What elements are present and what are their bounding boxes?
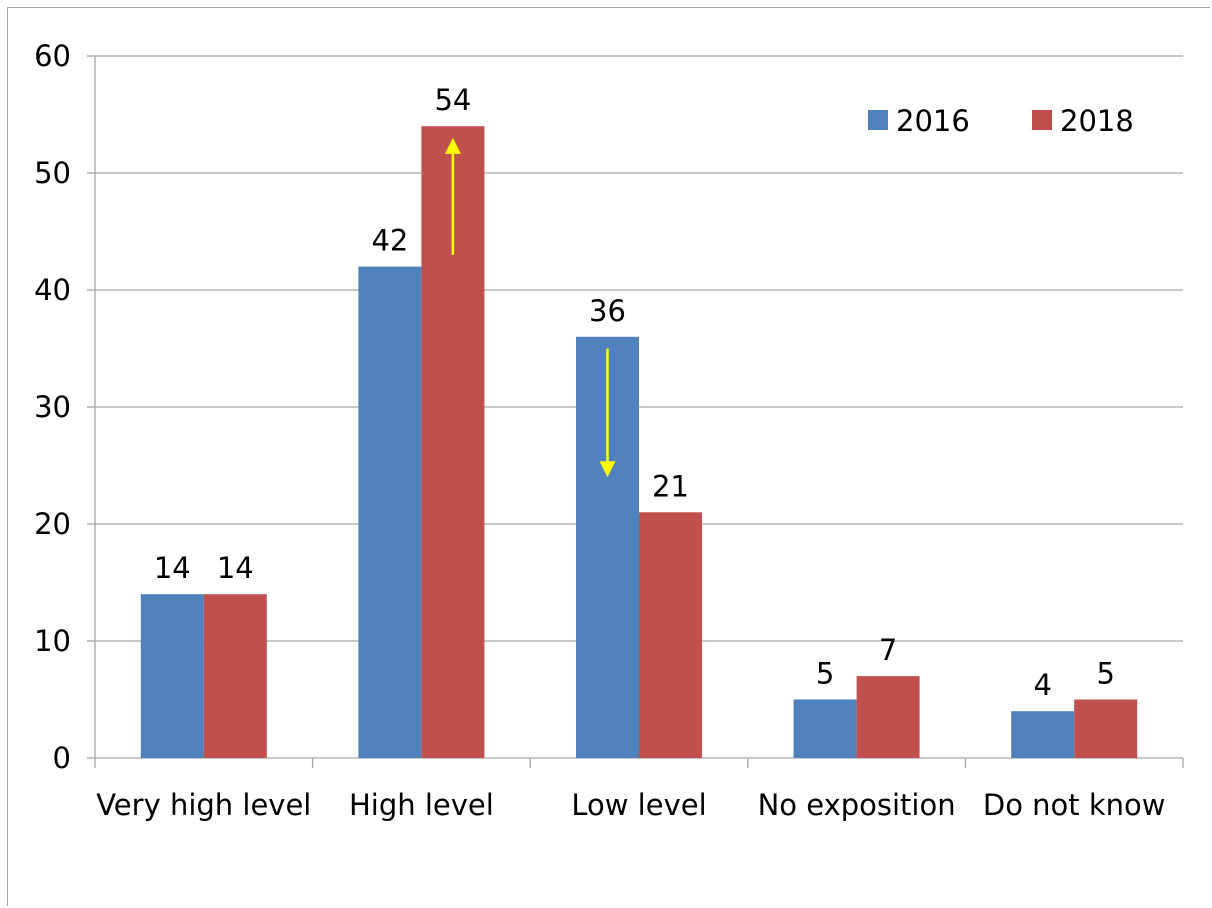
bar-2018-low-level — [639, 512, 702, 758]
annotations — [444, 137, 616, 478]
data-label: 5 — [1096, 657, 1114, 691]
bar-2016-do-not-know — [1011, 711, 1075, 758]
data-label: 36 — [589, 294, 626, 328]
bar-2018-do-not-know — [1074, 699, 1138, 758]
labels: 14 14 42 54 36 21 5 7 4 5 — [154, 83, 1115, 702]
x-category-label: Very high level — [96, 788, 311, 822]
legend-swatch-2018 — [1032, 110, 1052, 130]
bar-2016-high-level — [358, 266, 422, 758]
data-label: 42 — [371, 224, 408, 258]
axes: 0 10 20 30 40 50 60 Very high level High level Lo… — [34, 39, 1184, 822]
y-tick-label: 20 — [34, 507, 71, 541]
legend-swatch-2016 — [868, 110, 888, 130]
x-category-label: Do not know — [983, 788, 1166, 822]
data-label: 7 — [879, 633, 897, 667]
y-tick-label: 60 — [34, 39, 71, 73]
bar-2016-no-exposition — [793, 699, 857, 758]
bar-2018-no-exposition — [856, 676, 920, 758]
y-tick-label: 40 — [34, 273, 71, 307]
bar-2016-very-high-level — [140, 594, 204, 758]
x-category-label: Low level — [571, 788, 706, 822]
x-category-label: High level — [349, 788, 494, 822]
trend-arrow-down-icon — [599, 461, 616, 478]
legend: 2016 2018 — [868, 104, 1134, 138]
data-label: 21 — [652, 469, 689, 503]
x-category-label: No exposition — [758, 788, 956, 822]
y-tick-label: 0 — [53, 741, 71, 775]
data-label: 54 — [434, 83, 471, 117]
trend-arrow-up-icon — [444, 137, 461, 154]
y-tick-label: 30 — [34, 390, 71, 424]
legend-label: 2016 — [896, 104, 970, 138]
legend-label: 2018 — [1060, 104, 1134, 138]
bars — [140, 126, 1138, 758]
chart-frame — [7, 7, 1210, 906]
y-tick-label: 50 — [34, 156, 71, 190]
data-label: 5 — [816, 657, 834, 691]
y-tick-label: 10 — [34, 624, 71, 658]
data-label: 4 — [1033, 668, 1051, 702]
data-label: 14 — [217, 551, 254, 585]
bar-2018-very-high-level — [203, 594, 267, 758]
data-label: 14 — [154, 551, 191, 585]
